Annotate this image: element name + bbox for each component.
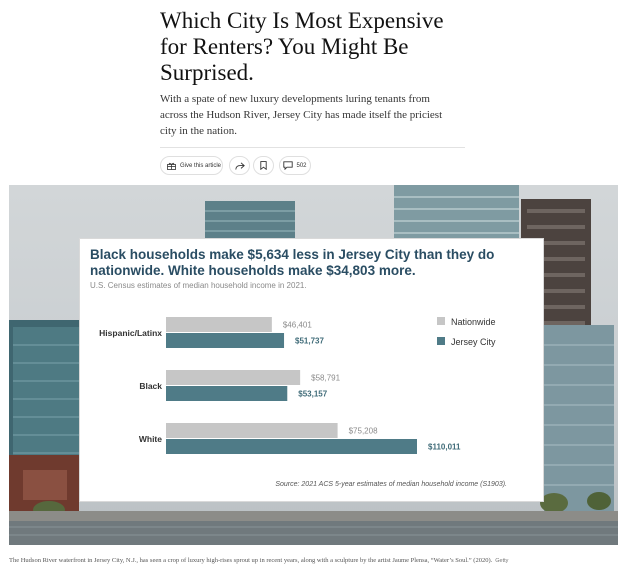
bar xyxy=(166,386,288,401)
comments-button[interactable]: 502 xyxy=(279,156,311,175)
headline: Which City Is Most Expensive for Renters… xyxy=(160,8,444,85)
category-label: Hispanic/Latinx xyxy=(99,328,162,338)
data-label: $58,791 xyxy=(311,374,340,383)
share-arrow-icon xyxy=(234,161,245,170)
gift-label: Give this article xyxy=(180,162,222,169)
comment-icon xyxy=(283,161,294,170)
bar-chart-plot: Hispanic/Latinx $46,401 $51,737 Black $58,79… xyxy=(99,317,496,454)
save-button[interactable] xyxy=(253,156,274,175)
share-button[interactable] xyxy=(229,156,250,175)
article-summary: With a spate of new luxury developments … xyxy=(160,93,443,137)
chart-source: Source: 2021 ACS 5-year estimates of med… xyxy=(275,481,507,488)
legend-swatch xyxy=(437,317,445,325)
photo-credit: Getty xyxy=(495,558,509,564)
chart-subtitle: U.S. Census estimates of median househol… xyxy=(90,281,307,290)
data-label: $46,401 xyxy=(283,321,312,330)
bar xyxy=(166,370,301,385)
chart-title: Black households make $5,634 less in Jer… xyxy=(90,247,495,278)
income-chart: Black households make $5,634 less in Jer… xyxy=(79,238,544,502)
bar xyxy=(166,439,417,454)
bookmark-icon xyxy=(260,161,267,170)
waterfront-skyline-image xyxy=(9,185,618,545)
data-label: $51,737 xyxy=(295,337,324,346)
gift-article-button[interactable]: Give this article xyxy=(160,156,223,175)
legend-swatch xyxy=(437,337,445,345)
data-label: $53,157 xyxy=(298,390,327,399)
category-label: Black xyxy=(139,381,162,391)
caption-text: The Hudson River waterfront in Jersey Ci… xyxy=(9,557,493,564)
comments-count: 502 xyxy=(296,162,307,169)
legend-label: Nationwide xyxy=(451,317,496,327)
legend-label: Jersey City xyxy=(451,337,496,347)
divider xyxy=(160,147,465,148)
category-label: White xyxy=(139,434,162,444)
bar xyxy=(166,317,272,332)
bar xyxy=(166,423,338,438)
photo-caption: The Hudson River waterfront in Jersey Ci… xyxy=(9,556,619,566)
data-label: $110,011 xyxy=(428,443,461,452)
bar xyxy=(166,333,285,348)
gift-icon xyxy=(167,162,176,170)
data-label: $75,208 xyxy=(349,427,378,436)
